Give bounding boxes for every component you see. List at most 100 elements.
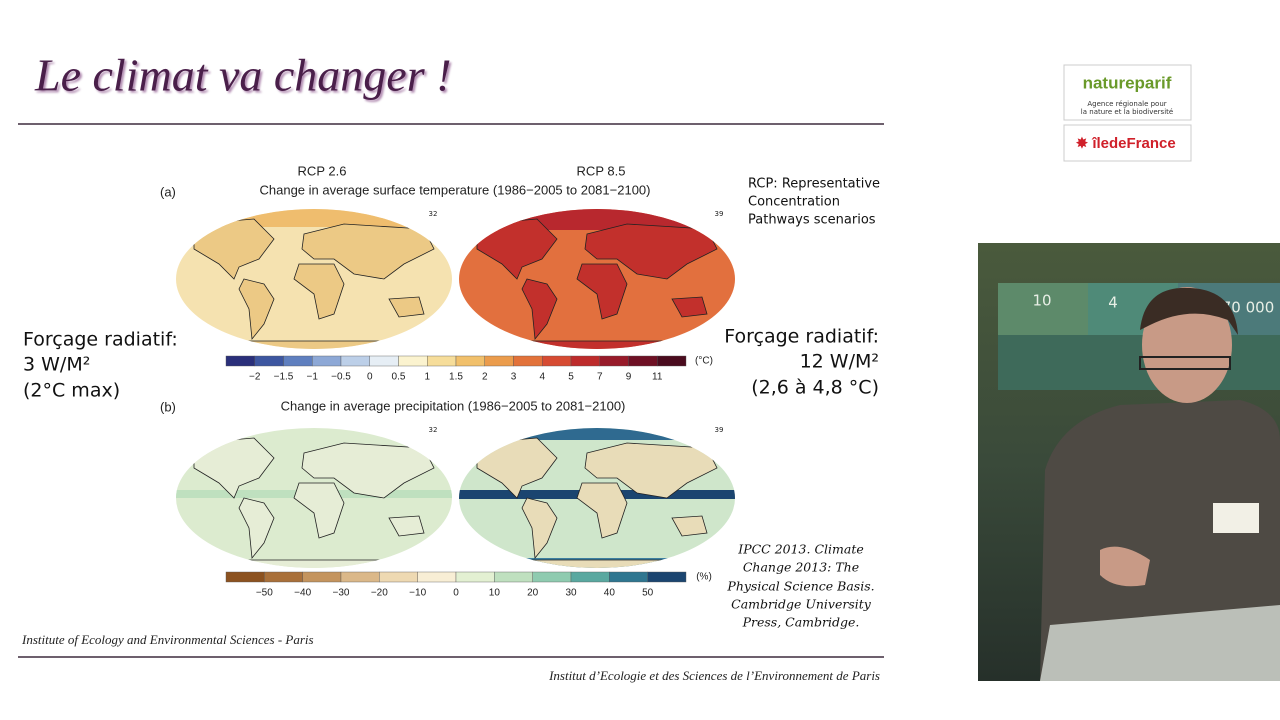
colorbar-tick-label: 40 bbox=[604, 588, 616, 599]
map bbox=[176, 428, 452, 568]
right-note: (2,6 à 4,8 °C) bbox=[751, 377, 879, 399]
colorbar-tick-label: −0.5 bbox=[331, 372, 351, 383]
colorbar-tick-label: 10 bbox=[489, 588, 501, 599]
colorbar-tick-label: 0 bbox=[367, 372, 373, 383]
colorbar-tick-label: 1 bbox=[424, 372, 430, 383]
colorbar-unit: (°C) bbox=[695, 356, 713, 367]
colorbar-segment bbox=[494, 571, 533, 583]
colorbar-segment bbox=[398, 355, 428, 367]
scenario-title: RCP 2.6 bbox=[298, 163, 347, 178]
scenario-title: RCP 8.5 bbox=[577, 163, 626, 178]
model-count: 32 bbox=[429, 426, 438, 434]
colorbar-unit: (%) bbox=[696, 572, 712, 583]
logo-text: îledeFrance bbox=[1091, 135, 1175, 152]
colorbar-segment bbox=[570, 355, 600, 367]
colorbar-tick-label: 1.5 bbox=[449, 372, 463, 383]
colorbar-segment bbox=[657, 355, 687, 367]
map bbox=[176, 209, 452, 349]
colorbar-tick-label: −1.5 bbox=[274, 372, 294, 383]
colorbar-segment bbox=[417, 571, 457, 583]
panel-label: (b) bbox=[160, 399, 176, 414]
colorbar-segment bbox=[542, 355, 572, 367]
colorbar-segment bbox=[379, 571, 418, 583]
iledefrance-logo: ✸ îledeFrance bbox=[1063, 124, 1192, 162]
right-note: Forçage radiatif: bbox=[724, 326, 879, 348]
colorbar-tick-label: −1 bbox=[307, 372, 319, 383]
colorbar-segment bbox=[599, 355, 629, 367]
model-count: 39 bbox=[715, 426, 724, 434]
colorbar-tick-label: 7 bbox=[597, 372, 603, 383]
citation: Cambridge University bbox=[731, 597, 872, 612]
citation: Change 2013: The bbox=[743, 560, 859, 575]
logo-tagline: la nature et la biodiversité bbox=[1081, 108, 1173, 116]
rcp-note: RCP: Representative bbox=[748, 177, 880, 192]
colorbar-tick-label: 30 bbox=[565, 588, 577, 599]
banner-number: 4 bbox=[1108, 294, 1118, 312]
slide-title: Le climat va changer ! bbox=[34, 50, 451, 101]
colorbar-segment bbox=[455, 355, 485, 367]
colorbar-segment bbox=[532, 571, 572, 583]
colorbar-segment bbox=[254, 355, 284, 367]
right-note: 12 W/M² bbox=[800, 351, 879, 373]
colorbar-tick-label: −40 bbox=[294, 588, 311, 599]
banner-number: 10 bbox=[1032, 292, 1051, 310]
colorbar-segment bbox=[513, 355, 543, 367]
colorbar-segment bbox=[225, 571, 265, 583]
colorbar-tick-label: 3 bbox=[511, 372, 517, 383]
logo-star: ✸ bbox=[1075, 134, 1088, 153]
logo-box bbox=[1063, 124, 1192, 162]
logo-box bbox=[1063, 64, 1192, 121]
panel-subtitle: Change in average precipitation (1986−20… bbox=[281, 398, 626, 413]
colorbar-tick-label: −20 bbox=[371, 588, 388, 599]
citation: IPCC 2013. Climate bbox=[737, 542, 864, 557]
colorbar-segment bbox=[264, 571, 303, 583]
colorbar-segment bbox=[283, 355, 313, 367]
colorbar-segment bbox=[455, 571, 495, 583]
colorbar-tick-label: 0.5 bbox=[392, 372, 406, 383]
left-note: (2°C max) bbox=[23, 380, 120, 402]
left-note: 3 W/M² bbox=[23, 354, 90, 376]
colorbar-tick-label: −50 bbox=[256, 588, 273, 599]
colorbar-segment bbox=[427, 355, 457, 367]
panel-subtitle: Change in average surface temperature (1… bbox=[259, 182, 650, 197]
model-count: 39 bbox=[715, 210, 724, 218]
citation: Press, Cambridge. bbox=[742, 615, 860, 630]
colorbar-tick-label: 2 bbox=[482, 372, 488, 383]
colorbar-tick-label: −10 bbox=[409, 588, 426, 599]
rcp-note: Concentration bbox=[748, 195, 840, 210]
footer-left: Institute of Ecology and Environmental S… bbox=[21, 632, 314, 647]
colorbar-tick-label: −2 bbox=[249, 372, 261, 383]
speaker-video: 10 4 70 000 bbox=[978, 243, 1280, 681]
colorbar-segment bbox=[225, 355, 255, 367]
map bbox=[459, 209, 735, 349]
rcp-note: Pathways scenarios bbox=[748, 213, 876, 228]
colorbar-segment bbox=[340, 355, 370, 367]
colorbar-segment bbox=[609, 571, 648, 583]
colorbar-tick-label: 11 bbox=[652, 372, 663, 383]
colorbar-tick-label: 50 bbox=[642, 588, 654, 599]
colorbar-tick-label: 5 bbox=[568, 372, 574, 383]
colorbar-segment bbox=[340, 571, 380, 583]
colorbar-tick-label: 9 bbox=[626, 372, 632, 383]
colorbar-segment bbox=[312, 355, 342, 367]
colorbar-tick-label: 0 bbox=[453, 588, 459, 599]
logo-text: natureparif bbox=[1083, 73, 1172, 92]
colorbar-segment bbox=[628, 355, 658, 367]
panel-label: (a) bbox=[160, 184, 176, 199]
colorbar-tick-label: −30 bbox=[333, 588, 350, 599]
colorbar-tick-label: 20 bbox=[527, 588, 539, 599]
colorbar-segment bbox=[647, 571, 687, 583]
footer-right: Institut d’Ecologie et des Sciences de l… bbox=[548, 668, 880, 683]
model-count: 32 bbox=[429, 210, 438, 218]
map bbox=[459, 428, 735, 568]
colorbar-segment bbox=[484, 355, 514, 367]
logo-tagline: Agence régionale pour bbox=[1087, 100, 1166, 108]
citation: Physical Science Basis. bbox=[726, 579, 874, 594]
natureparif-logo: natureparif Agence régionale pour la nat… bbox=[1063, 64, 1192, 121]
colorbar-tick-label: 4 bbox=[539, 372, 545, 383]
banner-number: 70 000 bbox=[1222, 299, 1275, 317]
colorbar-segment bbox=[369, 355, 399, 367]
left-note: Forçage radiatif: bbox=[23, 329, 178, 351]
